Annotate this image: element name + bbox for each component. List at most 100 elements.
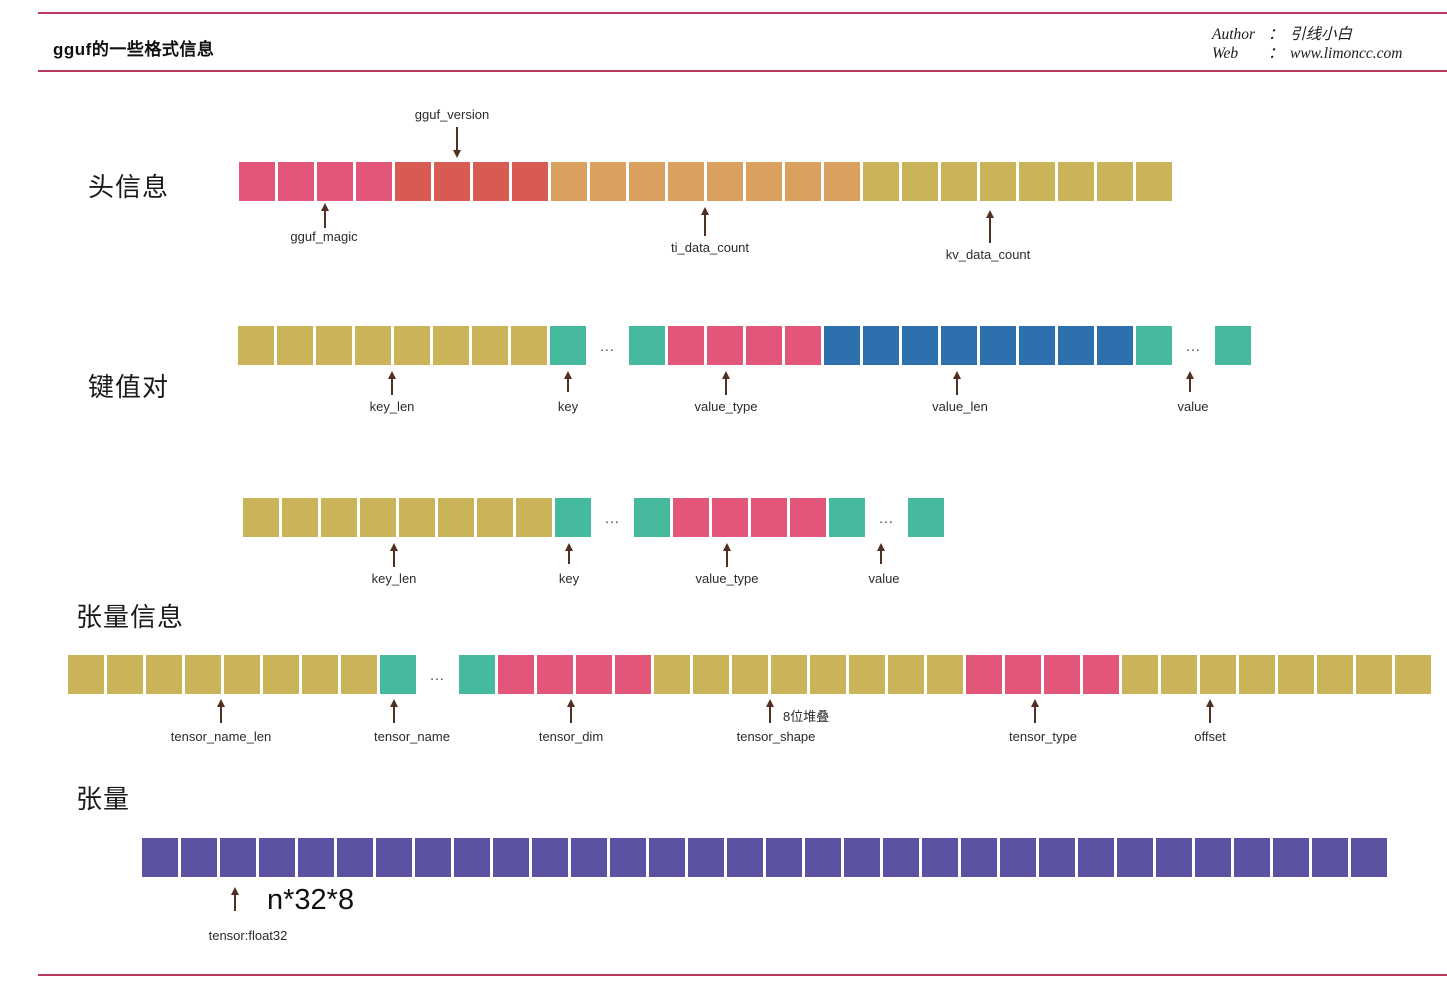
byte-cell-khaki xyxy=(277,326,313,365)
arrow-up-icon xyxy=(385,371,399,395)
byte-cell-teal xyxy=(908,498,944,537)
byte-cell-purple xyxy=(571,838,607,877)
byte-cell-khaki xyxy=(732,655,768,694)
byte-cell-pink xyxy=(239,162,275,201)
byte-cell-purple xyxy=(610,838,646,877)
annotation-ti-data-count: ti_data_count xyxy=(670,240,750,255)
ellipsis-gap: ... xyxy=(1186,337,1201,354)
byte-cell-khaki xyxy=(810,655,846,694)
byte-cell-teal xyxy=(1136,326,1172,365)
byte-cell-blue xyxy=(941,326,977,365)
byte-cell-khaki xyxy=(185,655,221,694)
byte-cell-purple xyxy=(1234,838,1270,877)
author-colon: ： xyxy=(1268,26,1284,43)
byte-cell-purple xyxy=(142,838,178,877)
byte-cell-purple xyxy=(1312,838,1348,877)
arrow-up-icon xyxy=(720,543,734,567)
byte-cell-purple xyxy=(727,838,763,877)
byte-cell-pink xyxy=(576,655,612,694)
page-title: gguf的一些格式信息 xyxy=(53,40,215,59)
byte-cell-khaki xyxy=(355,326,391,365)
byte-cell-purple xyxy=(1039,838,1075,877)
byte-cell-pink xyxy=(785,326,821,365)
byte-cell-khaki xyxy=(433,326,469,365)
byte-cell-purple xyxy=(259,838,295,877)
byte-cell-red xyxy=(434,162,470,201)
section-label-header-info: 头信息 xyxy=(88,172,170,202)
annotation-key-len-row3: key_len xyxy=(371,571,417,586)
annotation-tensor-type: tensor_type xyxy=(1009,729,1077,744)
arrow-up-icon xyxy=(1183,371,1197,392)
ellipsis-gap: ... xyxy=(430,666,445,683)
byte-cell-purple xyxy=(1117,838,1153,877)
byte-cell-purple xyxy=(220,838,256,877)
byte-cell-khaki xyxy=(107,655,143,694)
section-label-tensor-info: 张量信息 xyxy=(76,602,185,632)
arrow-up-icon xyxy=(698,207,712,236)
arrow-up-icon xyxy=(1028,699,1042,723)
byte-cell-orange xyxy=(668,162,704,201)
title-divider-line xyxy=(38,70,1447,72)
byte-cell-purple xyxy=(1078,838,1114,877)
annotation-tensor-float32: tensor:float32 xyxy=(208,928,288,943)
bottom-divider-line xyxy=(38,974,1447,976)
byte-cell-teal xyxy=(459,655,495,694)
byte-cell-orange xyxy=(590,162,626,201)
annotation-value-type-row3: value_type xyxy=(695,571,759,586)
byte-cell-khaki xyxy=(438,498,474,537)
byte-cell-purple xyxy=(454,838,490,877)
byte-cell-khaki xyxy=(1136,162,1172,201)
byte-cell-pink xyxy=(278,162,314,201)
byte-cell-khaki xyxy=(282,498,318,537)
byte-cell-red xyxy=(473,162,509,201)
byte-cell-pink xyxy=(537,655,573,694)
byte-cell-orange xyxy=(746,162,782,201)
arrow-up-icon xyxy=(983,210,997,243)
byte-cell-purple xyxy=(181,838,217,877)
byte-cell-purple xyxy=(1000,838,1036,877)
byte-cell-purple xyxy=(376,838,412,877)
byte-cell-khaki xyxy=(1278,655,1314,694)
byte-cell-purple xyxy=(688,838,724,877)
byte-cell-blue xyxy=(824,326,860,365)
arrow-up-icon xyxy=(228,887,242,911)
byte-cell-teal xyxy=(1215,326,1251,365)
arrow-up-icon xyxy=(719,371,733,395)
byte-cell-pink xyxy=(356,162,392,201)
arrow-up-icon xyxy=(214,699,228,723)
annotation-tensor-dim: tensor_dim xyxy=(538,729,604,744)
byte-cell-khaki xyxy=(511,326,547,365)
byte-cell-khaki xyxy=(341,655,377,694)
byte-cell-blue xyxy=(1097,326,1133,365)
byte-cell-orange xyxy=(629,162,665,201)
byte-cell-khaki xyxy=(238,326,274,365)
arrow-up-icon xyxy=(387,699,401,723)
byte-cell-khaki xyxy=(243,498,279,537)
byte-cell-orange xyxy=(707,162,743,201)
byte-cell-khaki xyxy=(888,655,924,694)
byte-cell-pink xyxy=(966,655,1002,694)
byte-cell-purple xyxy=(298,838,334,877)
author-info: Author ： 引线小白 Web ： www.limoncc.com xyxy=(1212,25,1403,63)
byte-cell-pink xyxy=(1044,655,1080,694)
byte-cell-pink xyxy=(790,498,826,537)
byte-cell-pink xyxy=(1005,655,1041,694)
byte-cell-purple xyxy=(844,838,880,877)
byte-cell-pink xyxy=(317,162,353,201)
byte-cell-red xyxy=(395,162,431,201)
byte-cell-khaki xyxy=(980,162,1016,201)
author-label: Author xyxy=(1212,26,1256,43)
byte-cell-khaki xyxy=(224,655,260,694)
byte-cell-pink xyxy=(615,655,651,694)
web-value: www.limoncc.com xyxy=(1290,45,1403,62)
ellipsis-gap: ... xyxy=(600,337,615,354)
arrow-down-icon xyxy=(450,127,464,158)
byte-cell-khaki xyxy=(654,655,690,694)
byte-cell-khaki xyxy=(927,655,963,694)
byte-cell-purple xyxy=(649,838,685,877)
byte-cell-khaki xyxy=(1395,655,1431,694)
web-colon: ： xyxy=(1268,45,1284,62)
byte-cell-purple xyxy=(1156,838,1192,877)
byte-cell-teal xyxy=(634,498,670,537)
byte-cell-khaki xyxy=(1019,162,1055,201)
